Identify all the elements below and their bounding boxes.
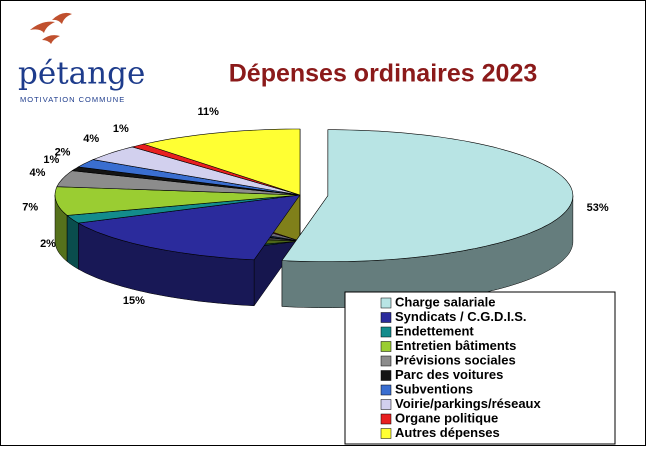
data-label: 15% — [123, 295, 145, 307]
slice — [91, 146, 301, 196]
pie — [54, 128, 574, 308]
legend-label: Voirie/parkings/réseaux — [395, 396, 541, 411]
data-label: 2% — [55, 147, 71, 159]
slice — [56, 170, 301, 196]
legend-swatch — [380, 370, 392, 381]
legend-label: Parc des voitures — [395, 367, 503, 382]
data-label: 1% — [113, 123, 129, 135]
chart-title: Dépenses ordinaires 2023 — [229, 60, 538, 88]
data-label: 4% — [83, 133, 99, 145]
slice — [54, 186, 301, 216]
legend-swatch — [380, 384, 392, 396]
data-label: 2% — [40, 238, 56, 250]
logo-tagline: MOTIVATION COMMUNE — [20, 95, 125, 104]
legend-swatch — [380, 355, 392, 367]
legend-swatch — [380, 428, 392, 439]
legend-label: Prévisions sociales — [395, 352, 516, 367]
legend-label: Subventions — [395, 381, 473, 396]
slice — [142, 128, 301, 196]
legend-swatch — [380, 399, 392, 410]
slice — [77, 194, 301, 261]
legend-label: Organe politique — [395, 410, 498, 425]
data-label: 53% — [587, 202, 609, 214]
legend-swatch — [380, 312, 392, 323]
legend-swatch — [380, 297, 392, 309]
data-label: 7% — [22, 202, 38, 214]
legend-swatch — [380, 413, 392, 425]
data-label: 4% — [30, 167, 46, 179]
legend-label: Endettement — [395, 323, 474, 338]
slice — [281, 129, 574, 262]
legend-label: Syndicats / C.G.D.I.S. — [395, 309, 526, 324]
legend-swatch — [380, 341, 392, 352]
legend-label: Charge salariale — [395, 294, 495, 309]
legend-swatch — [380, 326, 392, 338]
legend-label: Entretien bâtiments — [395, 338, 516, 353]
legend-label: Autres dépenses — [395, 425, 500, 440]
slice-side — [66, 214, 79, 270]
data-label: 1% — [43, 154, 59, 166]
slice — [77, 159, 301, 196]
data-label: 11% — [197, 106, 219, 118]
logo-birds — [30, 12, 72, 44]
logo-name: pétange — [18, 56, 145, 92]
